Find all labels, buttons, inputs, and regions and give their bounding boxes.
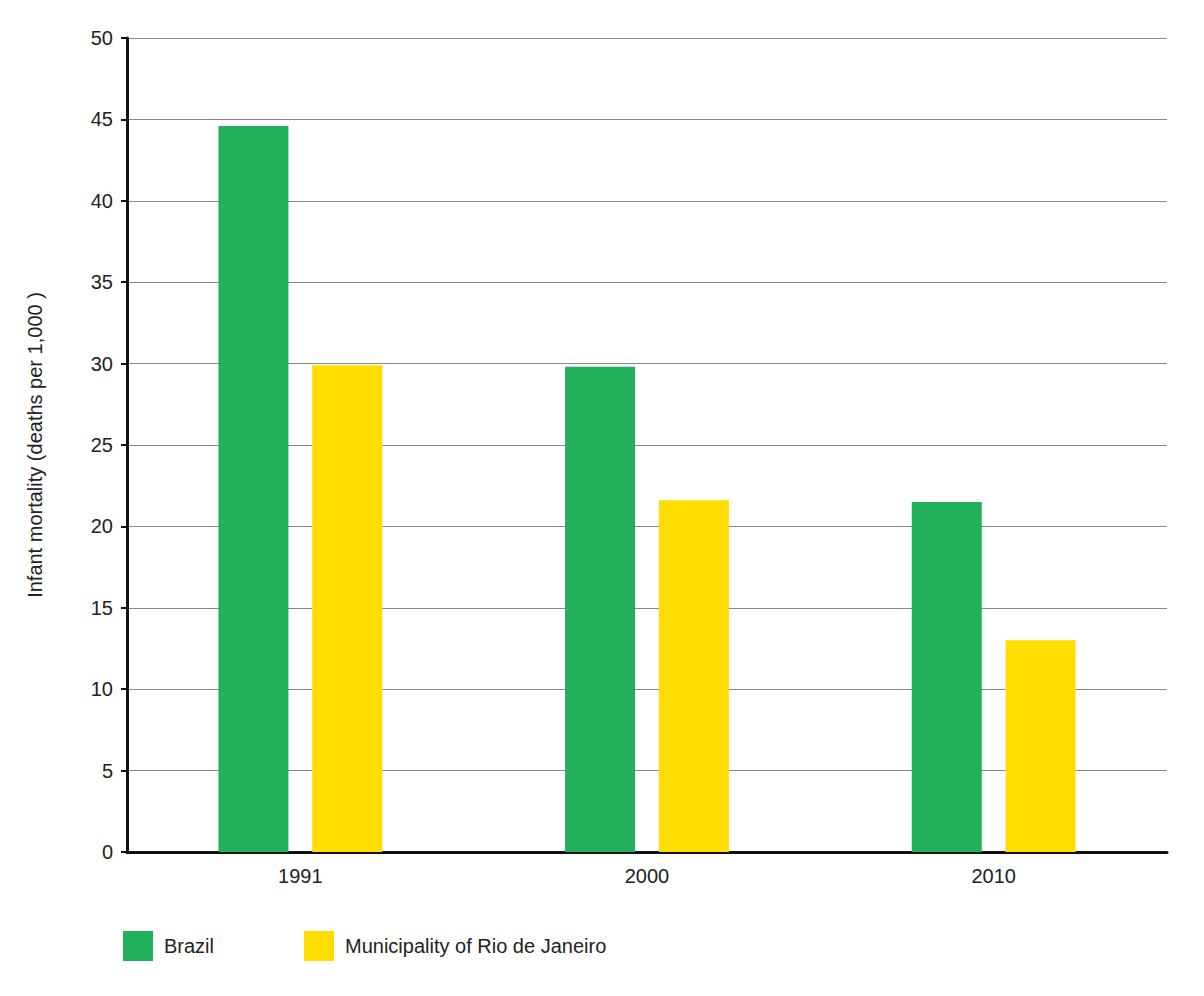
svg-text:15: 15 <box>91 597 113 619</box>
svg-text:2000: 2000 <box>625 865 670 887</box>
svg-text:0: 0 <box>102 841 113 863</box>
svg-text:40: 40 <box>91 190 113 212</box>
svg-text:2010: 2010 <box>971 865 1016 887</box>
svg-text:10: 10 <box>91 678 113 700</box>
svg-text:1991: 1991 <box>278 865 323 887</box>
svg-text:Infant mortality (deaths per 1: Infant mortality (deaths per 1,000 ) <box>24 292 46 598</box>
svg-text:20: 20 <box>91 515 113 537</box>
svg-text:50: 50 <box>91 27 113 49</box>
svg-text:Brazil: Brazil <box>164 935 214 957</box>
svg-text:45: 45 <box>91 108 113 130</box>
svg-text:Municipality of Rio de Janeiro: Municipality of Rio de Janeiro <box>345 935 606 957</box>
svg-text:25: 25 <box>91 434 113 456</box>
svg-text:35: 35 <box>91 271 113 293</box>
svg-text:30: 30 <box>91 353 113 375</box>
svg-text:5: 5 <box>102 760 113 782</box>
